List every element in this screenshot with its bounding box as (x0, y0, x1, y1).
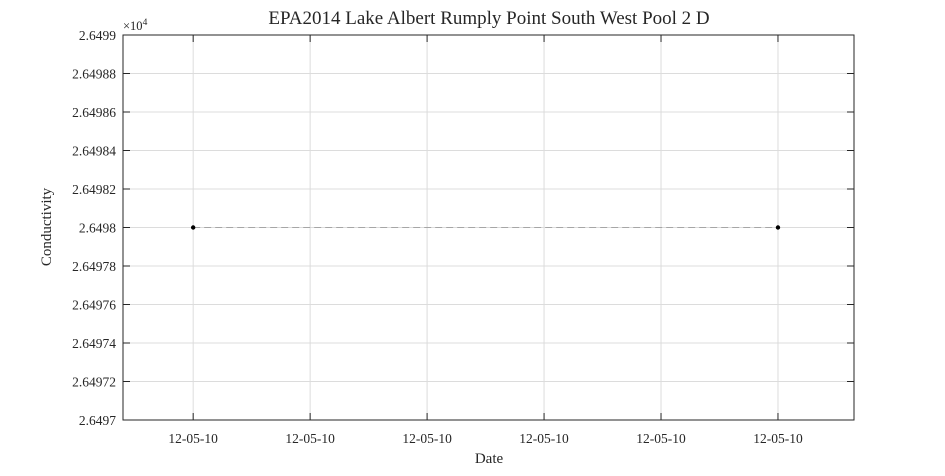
y-tick-label: 2.6497 (79, 413, 116, 428)
x-tick-label: 12-05-10 (636, 431, 686, 446)
x-tick-label: 12-05-10 (519, 431, 569, 446)
y-tick-label: 2.64982 (72, 182, 116, 197)
x-tick-label: 12-05-10 (402, 431, 452, 446)
data-point (190, 225, 196, 230)
y-tick-label: 2.64974 (72, 336, 116, 351)
y-multiplier-label: ×104 (123, 18, 148, 33)
axis-ticks (123, 34, 854, 421)
y-tick-label: 2.6498 (79, 221, 116, 236)
y-tick-label: 2.64976 (72, 298, 116, 313)
y-tick-labels: 2.6497 2.64972 2.64974 2.64976 2.64978 2.6498… (72, 28, 116, 428)
y-tick-label: 2.64988 (72, 67, 116, 82)
x-tick-label: 12-05-10 (285, 431, 335, 446)
y-tick-label: 2.64986 (72, 105, 116, 120)
y-multiplier-exponent: 4 (143, 18, 148, 28)
x-axis-label: Date (475, 451, 504, 467)
data-series (190, 225, 781, 230)
x-tick-label: 12-05-10 (753, 431, 803, 446)
y-tick-label: 2.64978 (72, 259, 116, 274)
y-multiplier-base: ×10 (123, 19, 143, 33)
data-point (775, 225, 781, 230)
x-tick-labels: 12-05-10 12-05-10 12-05-10 12-05-10 12-05-10… (168, 431, 803, 446)
y-tick-label: 2.64972 (72, 375, 116, 390)
y-tick-label: 2.64984 (72, 144, 116, 159)
y-axis-label: Conductivity (39, 187, 55, 266)
x-tick-label: 12-05-10 (168, 431, 218, 446)
y-tick-label: 2.6499 (79, 28, 116, 43)
chart-title: EPA2014 Lake Albert Rumply Point South W… (268, 8, 709, 29)
